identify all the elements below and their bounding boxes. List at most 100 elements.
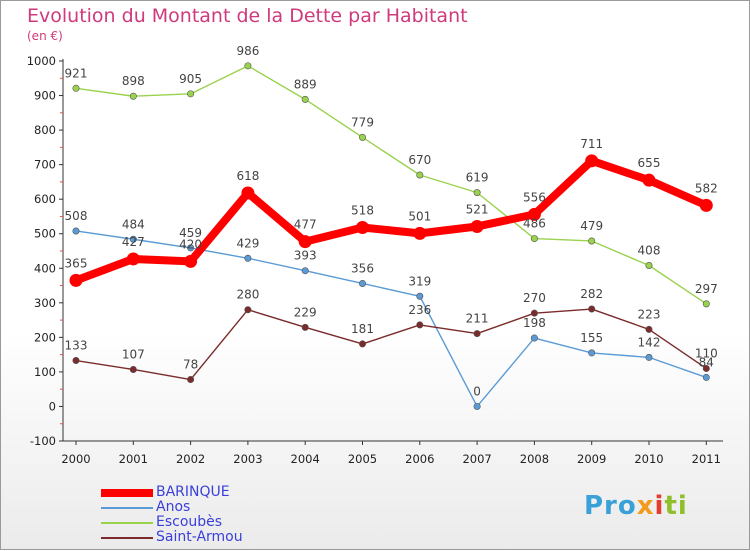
data-point-barinque <box>241 186 255 200</box>
data-label-escoubes: 921 <box>65 66 88 80</box>
data-label-anos: 459 <box>179 226 202 240</box>
logo-part-4: ti <box>664 491 688 521</box>
data-label-barinque: 477 <box>294 218 317 232</box>
x-tick-label: 2006 <box>405 452 434 466</box>
data-label-escoubes: 670 <box>408 153 431 167</box>
data-point-barinque <box>69 273 83 287</box>
data-point-saint-armou <box>301 323 309 331</box>
axes: -100 0 100 200 300 400 500 600 700 800 900 1000 2000… <box>27 54 723 466</box>
y-tick-label: 400 <box>34 261 56 275</box>
data-point-anos <box>72 227 80 235</box>
data-label-saint-armou: 280 <box>236 288 259 302</box>
data-point-barinque <box>527 207 541 221</box>
data-label-anos: 198 <box>523 316 546 330</box>
data-label-escoubes: 898 <box>122 74 145 88</box>
data-label-escoubes: 779 <box>351 115 374 129</box>
data-label-anos: 429 <box>236 236 259 250</box>
data-label-barinque: 582 <box>695 181 718 195</box>
data-point-escoubes <box>473 189 481 197</box>
legend: BARINQUE Anos Escoubès Saint-Armou <box>99 484 319 545</box>
x-tick-label: 2001 <box>119 452 148 466</box>
data-point-escoubes <box>702 300 710 308</box>
series-line-saint-armou <box>75 308 707 381</box>
x-tick-label: 2010 <box>634 452 663 466</box>
data-label-anos: 155 <box>580 331 603 345</box>
data-label-barinque: 711 <box>580 137 603 151</box>
data-label-anos: 84 <box>699 355 714 369</box>
data-point-anos <box>187 244 195 252</box>
data-label-escoubes: 889 <box>294 77 317 91</box>
data-label-escoubes: 297 <box>695 282 718 296</box>
data-point-barinque <box>699 198 713 212</box>
data-point-anos <box>129 235 137 243</box>
data-label-barinque: 427 <box>122 235 145 249</box>
data-label-saint-armou: 181 <box>351 322 374 336</box>
data-point-anos <box>244 254 252 262</box>
data-label-saint-armou: 110 <box>695 346 718 360</box>
data-point-escoubes <box>72 84 80 92</box>
data-point-saint-armou <box>129 365 137 373</box>
series-line-barinque <box>72 156 711 285</box>
data-label-escoubes: 986 <box>236 44 259 58</box>
x-tick-label: 2007 <box>462 452 491 466</box>
data-point-escoubes <box>301 95 309 103</box>
data-point-anos <box>645 353 653 361</box>
data-point-anos <box>702 373 710 381</box>
data-label-escoubes: 619 <box>466 171 489 185</box>
data-point-barinque <box>413 226 427 240</box>
data-point-escoubes <box>416 171 424 179</box>
legend-swatch-escoubes <box>101 522 153 524</box>
y-tick-label: 300 <box>34 296 56 310</box>
series-layer <box>69 62 713 410</box>
data-point-saint-armou <box>358 340 366 348</box>
data-point-anos <box>301 267 309 275</box>
data-label-saint-armou: 282 <box>580 287 603 301</box>
x-tick-label: 2005 <box>348 452 377 466</box>
data-point-barinque <box>298 235 312 249</box>
data-label-saint-armou: 236 <box>408 303 431 317</box>
data-point-saint-armou <box>588 305 596 313</box>
data-point-anos <box>530 334 538 342</box>
data-point-barinque <box>470 219 484 233</box>
data-label-barinque: 365 <box>65 256 88 270</box>
data-point-saint-armou <box>702 364 710 372</box>
data-point-anos <box>588 349 596 357</box>
y-tick-label: 0 <box>49 399 56 413</box>
legend-item-escoubes: Escoubès <box>99 514 319 530</box>
data-point-saint-armou <box>72 357 80 365</box>
data-point-barinque <box>356 221 369 235</box>
y-tick-label: 200 <box>34 330 56 344</box>
data-label-saint-armou: 223 <box>638 307 661 321</box>
legend-swatch-saint-armou <box>101 537 153 539</box>
series-line-anos <box>75 230 707 408</box>
data-label-anos: 508 <box>65 209 88 223</box>
data-point-escoubes <box>358 133 366 141</box>
x-tick-label: 2008 <box>520 452 549 466</box>
data-label-anos: 142 <box>638 335 661 349</box>
data-label-barinque: 518 <box>351 204 374 218</box>
data-label-saint-armou: 211 <box>466 312 489 326</box>
data-label-escoubes: 479 <box>580 219 603 233</box>
data-point-escoubes <box>129 92 137 100</box>
legend-label-saint-armou: Saint-Armou <box>156 529 243 545</box>
data-point-barinque <box>126 252 140 266</box>
data-label-barinque: 618 <box>236 169 259 183</box>
data-label-anos: 356 <box>351 261 374 275</box>
y-tick-label: -100 <box>30 434 56 448</box>
data-label-escoubes: 905 <box>179 72 202 86</box>
data-point-barinque <box>642 173 656 187</box>
data-point-saint-armou <box>473 330 481 338</box>
data-point-barinque <box>585 154 599 168</box>
data-label-escoubes: 408 <box>638 244 661 258</box>
data-point-saint-armou <box>645 325 653 333</box>
data-label-saint-armou: 229 <box>294 305 317 319</box>
y-tick-label: 100 <box>34 365 56 379</box>
y-tick-label: 500 <box>34 227 56 241</box>
series-line-escoubes <box>75 65 707 305</box>
logo-part-1: Pro <box>584 491 637 521</box>
data-point-escoubes <box>645 262 653 270</box>
data-point-escoubes <box>187 90 195 98</box>
y-tick-label: 1000 <box>27 54 56 68</box>
